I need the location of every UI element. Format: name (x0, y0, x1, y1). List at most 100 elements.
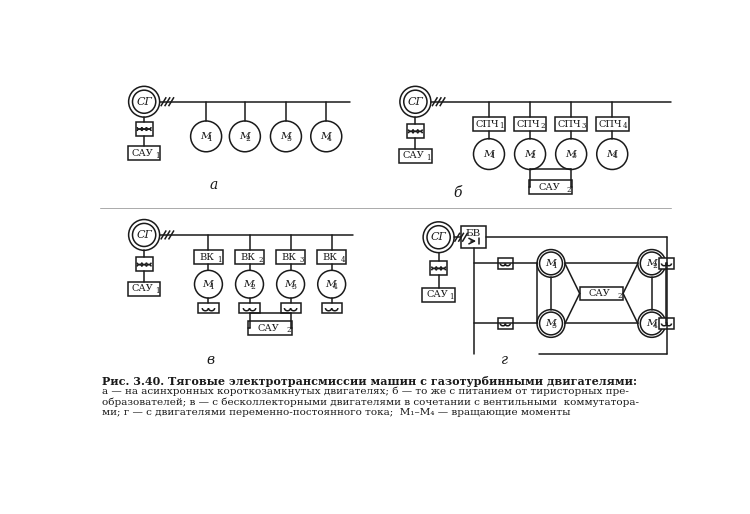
Text: 4: 4 (327, 135, 332, 143)
Circle shape (277, 270, 304, 298)
Circle shape (318, 270, 346, 298)
Circle shape (638, 309, 666, 337)
Circle shape (190, 121, 222, 152)
Bar (514, 117, 546, 131)
Circle shape (400, 86, 430, 117)
Bar (276, 250, 305, 264)
Text: 2: 2 (618, 292, 622, 300)
Text: образователей; в — с бесколлекторными двигателями в сочетании с вентильными  ком: образователей; в — с бесколлекторными дв… (101, 397, 638, 407)
Text: М: М (238, 132, 250, 141)
Bar (128, 282, 160, 296)
Text: 2: 2 (245, 135, 250, 143)
Text: М: М (200, 132, 211, 141)
Text: 2: 2 (258, 255, 262, 264)
Text: 4: 4 (332, 283, 338, 290)
Circle shape (236, 270, 263, 298)
Text: 1: 1 (217, 255, 221, 264)
Text: М: М (565, 150, 576, 159)
Text: САУ: САУ (589, 289, 610, 298)
Text: М: М (606, 150, 616, 159)
Text: ВК: ВК (281, 253, 296, 262)
Bar (406, 124, 424, 138)
Text: ВК: ВК (200, 253, 214, 262)
Text: САУ: САУ (538, 182, 560, 192)
Text: 3: 3 (551, 322, 556, 330)
Bar (422, 288, 455, 302)
Text: М: М (483, 150, 494, 159)
Text: а — на асинхронных короткозамкнутых двигателях; б — то же с питанием от тиристор: а — на асинхронных короткозамкнутых двиг… (101, 387, 628, 396)
Text: 4: 4 (340, 255, 345, 264)
Text: 2: 2 (531, 152, 536, 160)
Circle shape (129, 86, 160, 117)
Text: 2: 2 (652, 262, 657, 270)
Text: М: М (326, 280, 336, 289)
Text: СГ: СГ (136, 230, 152, 240)
Text: 4: 4 (652, 322, 657, 330)
Circle shape (230, 121, 260, 152)
Text: а: а (210, 178, 218, 192)
Bar (136, 258, 153, 271)
Text: 3: 3 (572, 152, 577, 160)
Bar (461, 227, 486, 248)
Text: 4: 4 (622, 122, 627, 131)
Bar (497, 318, 513, 329)
Circle shape (556, 139, 586, 170)
Bar (128, 146, 160, 160)
Circle shape (537, 309, 565, 337)
Circle shape (129, 219, 160, 250)
Bar (596, 117, 628, 131)
Text: СГ: СГ (407, 97, 423, 107)
Text: СПЧ: СПЧ (517, 120, 540, 128)
Text: М: М (545, 259, 556, 268)
Bar (555, 117, 587, 131)
Circle shape (423, 222, 454, 253)
Bar (472, 117, 506, 131)
Text: М: М (202, 280, 213, 289)
Bar (248, 321, 292, 335)
Circle shape (473, 139, 505, 170)
Text: М: М (284, 280, 296, 289)
Text: СПЧ: СПЧ (476, 120, 500, 128)
Bar (239, 303, 260, 314)
Bar (497, 258, 513, 269)
Text: САУ: САУ (426, 290, 448, 300)
Text: М: М (524, 150, 535, 159)
Text: 1: 1 (490, 152, 494, 160)
Text: САУ: САУ (258, 324, 280, 333)
Text: 1: 1 (155, 287, 160, 295)
Text: САУ: САУ (403, 151, 424, 160)
Bar (136, 122, 153, 136)
Text: 1: 1 (552, 262, 556, 270)
Text: М: М (244, 280, 254, 289)
Text: 2: 2 (286, 326, 291, 335)
Text: 2: 2 (251, 283, 255, 290)
Text: б: б (454, 186, 462, 199)
Bar (658, 318, 674, 329)
Bar (198, 303, 218, 314)
Bar (317, 250, 346, 264)
Bar (529, 180, 572, 194)
Text: М: М (320, 132, 331, 141)
Bar (430, 261, 447, 275)
Text: М: М (646, 259, 656, 268)
Text: 1: 1 (449, 293, 454, 301)
Text: 3: 3 (286, 135, 292, 143)
Bar (194, 250, 224, 264)
Text: 1: 1 (155, 152, 160, 160)
Text: 1: 1 (426, 154, 430, 162)
Circle shape (638, 250, 666, 277)
Text: 2: 2 (567, 186, 572, 193)
Circle shape (310, 121, 342, 152)
Text: СГ: СГ (430, 232, 446, 242)
Text: Рис. 3.40. Тяговые электротрансмиссии машин с газотурбинными двигателями:: Рис. 3.40. Тяговые электротрансмиссии ма… (101, 376, 637, 387)
Text: САУ: САУ (132, 149, 154, 158)
Text: СПЧ: СПЧ (599, 120, 622, 128)
Text: в: в (206, 354, 214, 368)
Text: 1: 1 (209, 283, 214, 290)
Bar (658, 258, 674, 269)
Circle shape (271, 121, 302, 152)
Text: ми; г — с двигателями переменно-постоянного тока;  М₁–М₄ — вращающие моменты: ми; г — с двигателями переменно-постоянн… (101, 408, 570, 417)
Bar (235, 250, 264, 264)
Text: 3: 3 (291, 283, 296, 290)
Text: г: г (501, 354, 508, 368)
